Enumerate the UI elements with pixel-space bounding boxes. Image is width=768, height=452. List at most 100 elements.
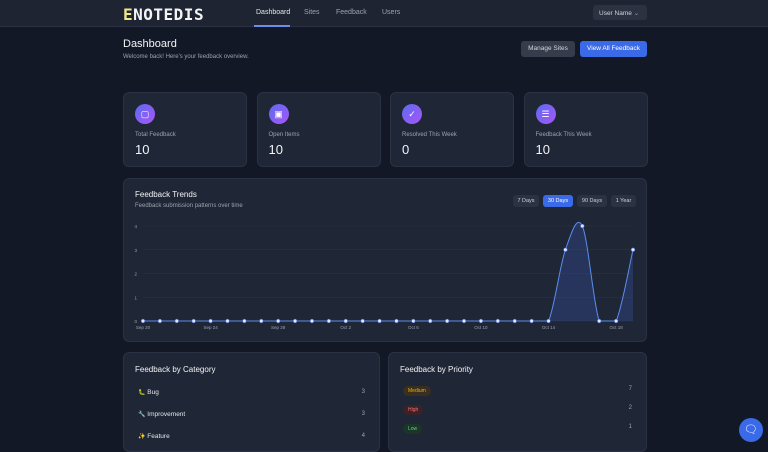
priority-row[interactable]: Low 1 — [403, 424, 632, 434]
x-tick-label: Sep 28 — [271, 325, 286, 330]
feedback-chat-button[interactable]: 🗨 — [739, 418, 763, 442]
stat-label: Total Feedback — [135, 132, 176, 138]
data-point — [428, 318, 433, 324]
data-point — [394, 318, 399, 324]
stat-label: Open Items — [268, 132, 300, 138]
data-point — [563, 247, 568, 252]
stat-value: 10 — [268, 142, 283, 157]
top-nav: ENOTEDIS Dashboard Sites Feedback Users … — [0, 0, 768, 27]
manage-sites-button[interactable]: Manage Sites — [521, 41, 575, 57]
range-90-days[interactable]: 90 Days — [577, 195, 607, 207]
check-circle-icon: ✓ — [402, 104, 422, 124]
data-point — [140, 318, 146, 324]
y-tick-label: 4 — [134, 224, 137, 229]
active-tab-indicator — [254, 25, 290, 27]
priority-count: 7 — [628, 386, 632, 392]
stat-label: Resolved This Week — [402, 132, 457, 138]
message-dots-icon: ▣ — [268, 104, 289, 124]
nav-sites[interactable]: Sites — [304, 9, 320, 16]
data-point — [597, 318, 602, 324]
range-1-year[interactable]: 1 Year — [611, 195, 636, 207]
stat-value: 10 — [135, 142, 150, 157]
data-point — [259, 318, 264, 324]
data-point — [614, 318, 619, 324]
data-point — [630, 247, 636, 252]
range-30-days[interactable]: 30 Days — [543, 195, 573, 207]
priority-badge: Low — [403, 424, 423, 434]
page-subtitle: Welcome back! Here's your feedback overv… — [123, 54, 249, 60]
category-icon: 🔧 — [138, 412, 146, 418]
x-tick-label: Oct 6 — [408, 325, 419, 330]
series-area — [143, 222, 633, 321]
nav-dashboard[interactable]: Dashboard — [256, 9, 291, 16]
stat-card: ✓ Resolved This Week 0 — [390, 92, 514, 167]
data-point — [529, 318, 534, 324]
stat-value: 10 — [535, 142, 550, 157]
logo[interactable]: ENOTEDIS — [123, 5, 205, 24]
data-point — [326, 318, 331, 324]
category-icon: 🐛 — [138, 390, 146, 396]
message-square-icon: 🗨 — [744, 424, 758, 436]
trends-subtitle: Feedback submission patterns over time — [135, 203, 243, 209]
category-label: Bug — [147, 389, 159, 396]
data-point — [191, 318, 196, 324]
priority-card: Feedback by Priority Medium 7 High 2 Low 1 — [388, 352, 647, 452]
priority-badge: Medium — [403, 386, 431, 396]
data-point — [343, 318, 348, 324]
category-label: Improvement — [147, 411, 186, 418]
x-tick-label: Oct 10 — [474, 325, 488, 330]
category-count: 3 — [361, 411, 365, 417]
stat-card: ▣ Open Items 10 — [256, 92, 381, 167]
data-point — [174, 318, 179, 324]
priority-row[interactable]: High 2 — [403, 405, 632, 415]
y-tick-label: 1 — [134, 295, 137, 300]
x-tick-label: Sep 24 — [203, 325, 218, 330]
category-label: Feature — [147, 433, 170, 440]
y-tick-label: 2 — [134, 272, 137, 277]
nav-users[interactable]: Users — [382, 9, 401, 16]
x-tick-label: Oct 18 — [609, 325, 623, 330]
data-point — [208, 318, 213, 324]
x-tick-label: Sep 20 — [136, 325, 151, 330]
message-square-icon: ▢ — [135, 104, 155, 124]
priority-count: 1 — [628, 424, 632, 430]
data-point — [512, 318, 517, 324]
category-title: Feedback by Category — [135, 365, 216, 374]
data-point — [242, 318, 247, 324]
y-tick-label: 0 — [134, 319, 137, 324]
user-menu-button[interactable]: User Name ⌄ — [593, 5, 647, 20]
priority-badge: High — [403, 405, 424, 415]
trends-chart: 0 1 2 3 4 Sep 20 Sep 24 Sep 28 Oct 2 Oct 6 Oct 10 O… — [134, 221, 636, 330]
data-point — [495, 318, 500, 324]
data-point — [478, 318, 484, 324]
chevron-down-icon: ⌄ — [633, 10, 640, 17]
page-title: Dashboard — [123, 38, 177, 50]
priority-title: Feedback by Priority — [400, 365, 473, 374]
data-point — [309, 318, 315, 324]
category-row[interactable]: ✨ Feature 4 — [138, 433, 365, 440]
view-all-feedback-button[interactable]: View All Feedback — [580, 41, 647, 57]
category-count: 4 — [361, 433, 365, 439]
category-count: 3 — [361, 389, 365, 395]
x-tick-label: Oct 2 — [340, 325, 351, 330]
stat-value: 0 — [402, 142, 410, 157]
category-row[interactable]: 🔧 Improvement 3 — [138, 411, 365, 418]
priority-row[interactable]: Medium 7 — [403, 386, 632, 396]
data-point — [157, 318, 162, 324]
data-point — [546, 318, 551, 324]
nav-feedback[interactable]: Feedback — [336, 9, 367, 16]
data-point — [411, 318, 416, 324]
data-point — [580, 223, 585, 229]
category-card: Feedback by Category 🐛 Bug 3 🔧 Improvement… — [123, 352, 380, 452]
y-tick-label: 3 — [134, 248, 137, 253]
x-tick-label: Oct 14 — [542, 325, 556, 330]
stat-card: ☰ Feedback This Week 10 — [523, 92, 648, 167]
category-row[interactable]: 🐛 Bug 3 — [138, 389, 365, 396]
message-lines-icon: ☰ — [535, 104, 556, 124]
category-icon: ✨ — [138, 434, 146, 440]
data-point — [360, 318, 365, 324]
range-7-days[interactable]: 7 Days — [513, 195, 539, 207]
data-point — [377, 318, 382, 324]
feedback-trends-card: Feedback Trends Feedback submission patt… — [123, 178, 647, 342]
stat-label: Feedback This Week — [535, 132, 592, 138]
